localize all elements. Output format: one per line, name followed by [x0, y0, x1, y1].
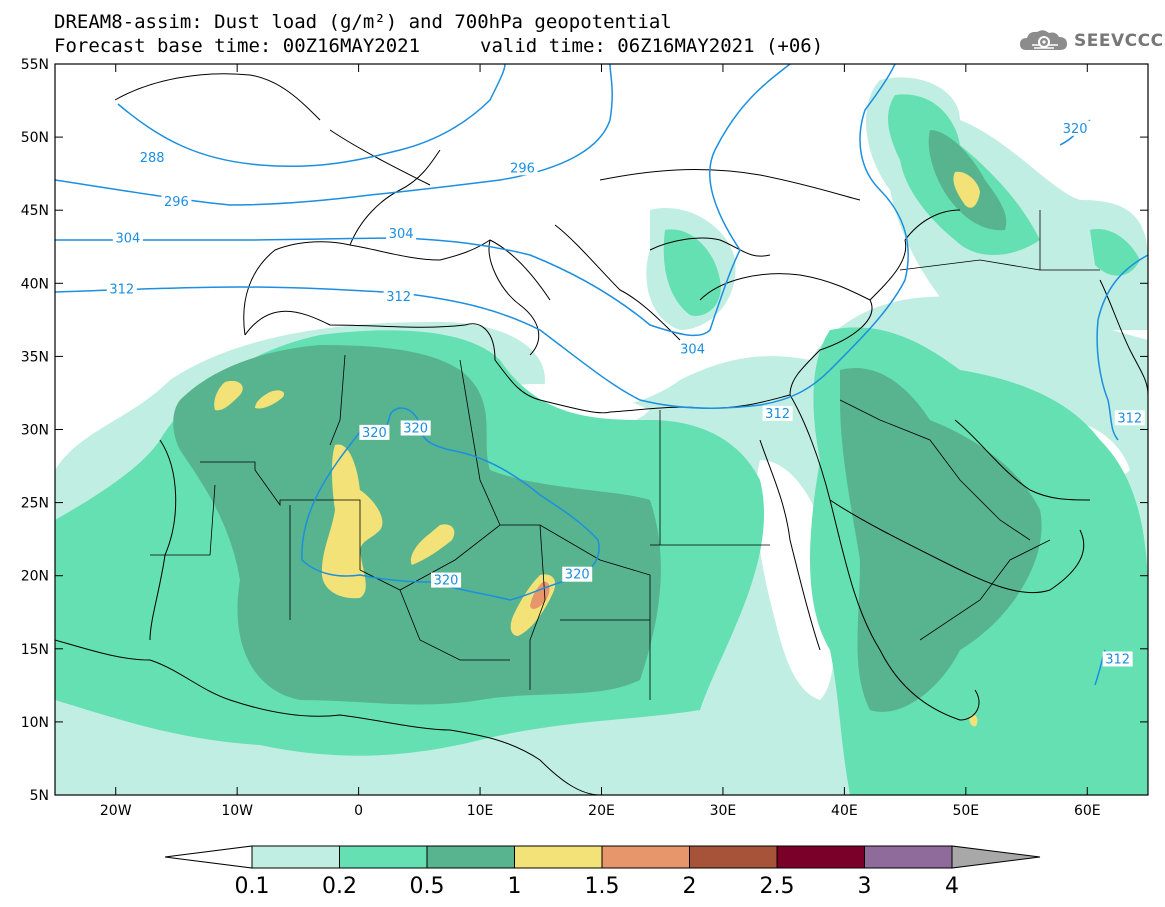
colorbar-label: 2.5	[760, 874, 795, 899]
seevccc-logo: SEEVCCC	[1018, 28, 1164, 54]
lon-label: 20E	[588, 803, 615, 819]
colorbar-under-arrow	[164, 845, 253, 869]
contour-label: 312	[1117, 411, 1142, 426]
contour-label: 312	[386, 290, 411, 305]
contour-label-bg	[161, 193, 192, 209]
cloud-gear-icon	[1020, 30, 1067, 50]
contour-label-bg	[507, 160, 538, 176]
lat-label: 55N	[21, 57, 49, 73]
colorbar: 0.1 0.2 0.5 1 1.5 2 2.5 3 4	[164, 845, 1041, 899]
colorbar-label: 1	[508, 874, 522, 899]
contour-label-bg	[386, 226, 417, 242]
contour-label: 320	[403, 422, 428, 437]
colorbar-swatch	[514, 845, 603, 869]
contour-label-bg	[359, 424, 390, 440]
contour-label-bg	[400, 420, 431, 436]
lon-label: 10E	[467, 803, 494, 819]
contour-label: 296	[510, 161, 535, 176]
contour-label: 288	[140, 151, 165, 166]
lat-label: 5N	[30, 788, 49, 804]
colorbar-swatch	[776, 845, 865, 869]
colorbar-label: 0.2	[322, 874, 357, 899]
contour-label-bg	[137, 150, 168, 166]
contour-label-bg	[1102, 651, 1133, 667]
contour-label-bg	[1060, 120, 1091, 136]
coastlines	[55, 73, 1148, 795]
contour-label-bg	[1114, 410, 1145, 426]
colorbar-swatch	[601, 845, 690, 869]
contour-label-bg	[562, 566, 593, 582]
lon-label: 20W	[100, 803, 132, 819]
lat-label: 30N	[21, 423, 49, 439]
colorbar-label: 0.1	[235, 874, 270, 899]
map-title: DREAM8-assim: Dust load (g/m²) and 700hP…	[54, 11, 672, 33]
colorbar-swatch	[251, 845, 340, 869]
colorbar-swatch	[426, 845, 515, 869]
lat-label: 15N	[21, 642, 49, 658]
colorbar-label: 2	[683, 874, 697, 899]
forecast-base-time: Forecast base time: 00Z16MAY2021	[54, 35, 421, 57]
latitude-labels: 55N 50N 45N 40N 35N 30N 25N 20N 15N 10N 5N	[21, 57, 49, 804]
lat-label: 50N	[21, 130, 49, 146]
lat-label: 25N	[21, 496, 49, 512]
lat-label: 45N	[21, 203, 49, 219]
lat-label: 40N	[21, 276, 49, 292]
contour-label-bg	[106, 281, 137, 297]
colorbar-swatch	[689, 845, 778, 869]
colorbar-label: 4	[945, 874, 959, 899]
contour-label: 304	[115, 231, 140, 246]
longitude-labels: 20W 10W 0 10E 20E 30E 40E 50E 60E	[100, 803, 1101, 819]
contour-labels: 288 296 296 304 304 304 312 312 312 312 312 320 320 3…	[106, 120, 1145, 667]
lon-label: 40E	[831, 803, 858, 819]
contour-label: 304	[680, 343, 705, 358]
contour-label: 312	[765, 407, 790, 422]
contour-label-bg	[431, 572, 462, 588]
lon-label: 30E	[710, 803, 737, 819]
colorbar-label: 1.5	[585, 874, 620, 899]
colorbar-label: 0.5	[410, 874, 445, 899]
lat-label: 20N	[21, 569, 49, 585]
contour-label: 312	[1105, 652, 1130, 667]
lon-label: 60E	[1074, 803, 1101, 819]
contour-label-bg	[112, 230, 143, 246]
lat-label: 10N	[21, 715, 49, 731]
colorbar-swatch	[339, 845, 428, 869]
colorbar-swatch	[864, 845, 953, 869]
lat-label: 35N	[21, 349, 49, 365]
contour-label: 320	[1063, 122, 1088, 137]
contour-label: 296	[164, 195, 189, 210]
contour-label: 312	[109, 283, 134, 298]
country-borders	[150, 210, 1100, 700]
lon-label: 0	[354, 803, 363, 819]
contour-label-bg	[762, 405, 793, 421]
contour-label: 320	[362, 426, 387, 441]
logo-text: SEEVCCC	[1074, 31, 1164, 51]
lon-label: 50E	[952, 803, 979, 819]
lon-label: 10W	[221, 803, 253, 819]
axis-ticks	[55, 63, 1148, 796]
contour-label: 304	[389, 227, 414, 242]
valid-time: valid time: 06Z16MAY2021 (+06)	[480, 35, 824, 57]
contour-label-bg	[383, 288, 414, 304]
colorbar-label: 3	[858, 874, 872, 899]
contour-label: 320	[565, 568, 590, 583]
contour-label: 320	[434, 574, 459, 589]
contour-label-bg	[677, 341, 708, 357]
colorbar-over-arrow	[951, 845, 1041, 869]
